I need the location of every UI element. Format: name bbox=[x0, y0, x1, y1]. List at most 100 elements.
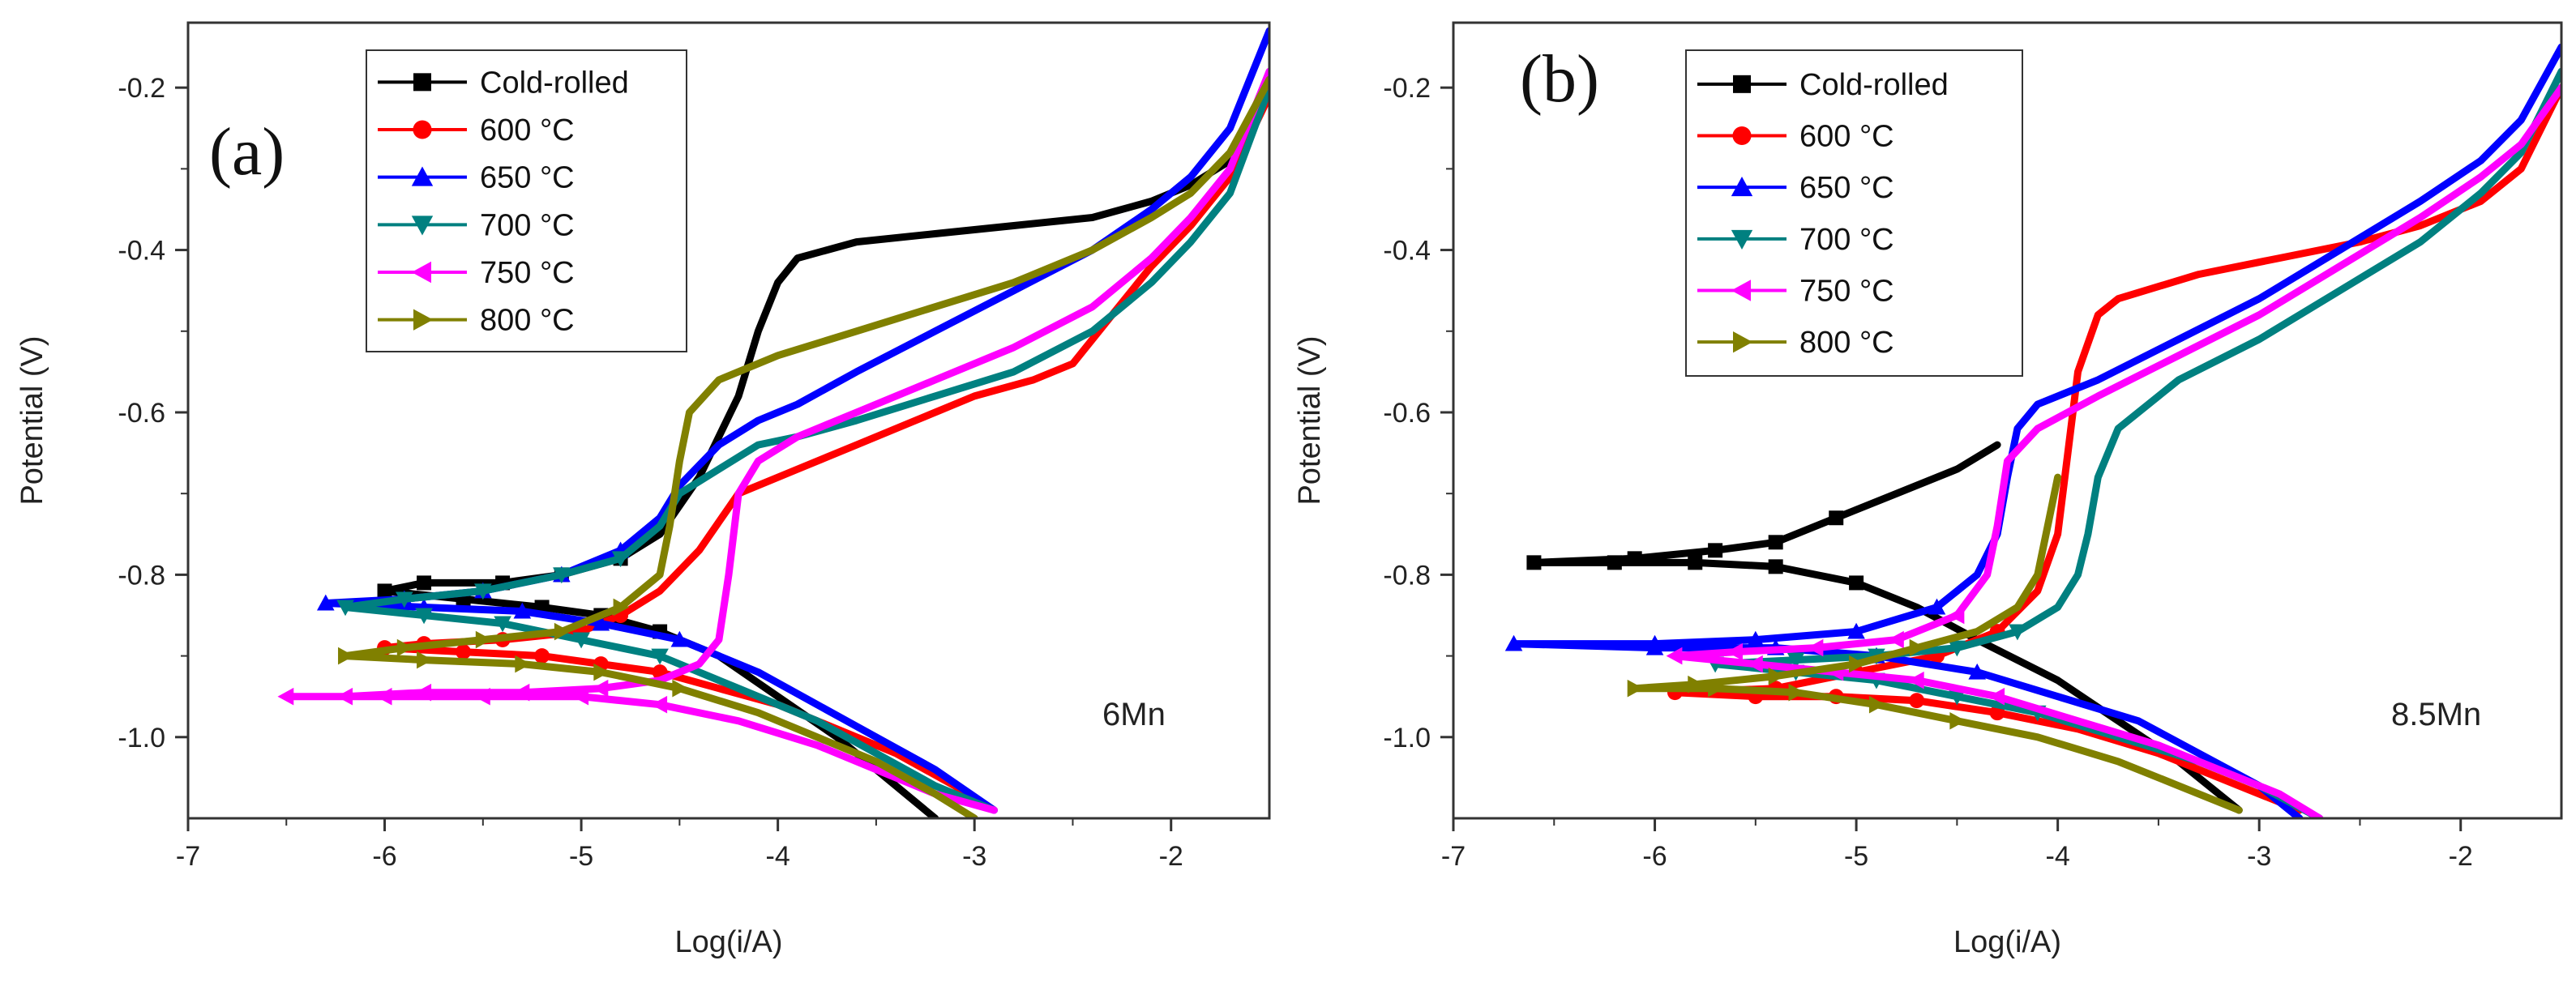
series-marker-5-6 bbox=[1849, 655, 1865, 673]
legend-marker-3 bbox=[1731, 229, 1753, 250]
series-marker-0-11 bbox=[1849, 575, 1864, 591]
series-marker-5-8 bbox=[1688, 675, 1705, 694]
series-marker-4-18 bbox=[336, 687, 353, 706]
series-marker-4-22 bbox=[572, 687, 589, 706]
x-tick-label: -7 bbox=[176, 841, 200, 872]
x-tick-label: -3 bbox=[962, 841, 986, 872]
legend-marker-3 bbox=[411, 216, 434, 236]
series-marker-3-15 bbox=[1787, 652, 1805, 669]
x-tick-label: -6 bbox=[1642, 841, 1667, 872]
legend-label-2: 650 °C bbox=[480, 161, 575, 195]
y-tick-label: -0.8 bbox=[118, 560, 165, 591]
series-marker-5-5 bbox=[1909, 638, 1926, 657]
series-marker-5-13 bbox=[1949, 711, 1966, 730]
series-line-4 bbox=[282, 67, 1269, 814]
x-tick-label: -5 bbox=[569, 841, 593, 872]
series-marker-3-13 bbox=[1948, 640, 1966, 657]
legend-label-3: 700 °C bbox=[480, 208, 575, 242]
legend-label-2: 650 °C bbox=[1799, 171, 1894, 205]
series-marker-2-15 bbox=[1747, 630, 1765, 647]
y-tick-label: -0.2 bbox=[1383, 73, 1431, 104]
series-marker-4-13 bbox=[1888, 630, 1904, 649]
legend-marker-0 bbox=[413, 73, 431, 92]
legend-marker-5 bbox=[1733, 331, 1753, 353]
panel-label: (a) bbox=[209, 114, 285, 190]
legend-marker-4 bbox=[411, 261, 431, 284]
series-marker-4-15 bbox=[1727, 642, 1743, 661]
series-marker-0-10 bbox=[1768, 559, 1783, 574]
series-marker-2-21 bbox=[670, 630, 689, 647]
series-line-0 bbox=[1530, 441, 2243, 814]
series-marker-3-14 bbox=[553, 567, 571, 584]
legend-label-5: 800 °C bbox=[480, 304, 575, 338]
series-marker-5-7 bbox=[1768, 667, 1785, 685]
series-marker-5-20 bbox=[515, 655, 532, 673]
series-marker-3-13 bbox=[611, 551, 630, 568]
series-marker-0-8 bbox=[1607, 555, 1622, 570]
legend-label-1: 600 °C bbox=[480, 113, 575, 147]
series-marker-4-23 bbox=[651, 695, 668, 714]
legend-label-0: Cold-rolled bbox=[480, 66, 629, 100]
x-tick-label: -5 bbox=[1844, 841, 1868, 872]
legend-marker-5 bbox=[413, 309, 434, 331]
series-marker-0-4 bbox=[1768, 535, 1783, 550]
y-tick-label: -1.0 bbox=[118, 723, 165, 753]
x-tick-label: -2 bbox=[1159, 841, 1183, 872]
legend: Cold-rolled 600 °C 650 °C 700 °C 750 °C 800 °… bbox=[1685, 49, 2023, 377]
series-marker-4-17 bbox=[1747, 655, 1763, 673]
series-marker-3-19 bbox=[494, 616, 511, 633]
series-marker-0-5 bbox=[1708, 543, 1723, 558]
legend-label-4: 750 °C bbox=[480, 256, 575, 290]
series-marker-3-17 bbox=[336, 600, 354, 617]
series-marker-3-20 bbox=[572, 632, 590, 649]
series-marker-4-20 bbox=[375, 687, 392, 706]
series-marker-1-20 bbox=[534, 648, 550, 664]
series-marker-4-17 bbox=[415, 683, 432, 702]
x-tick-label: -4 bbox=[766, 841, 790, 872]
series-marker-5-16 bbox=[475, 630, 492, 649]
series-marker-1-19 bbox=[456, 644, 472, 660]
plot-frame bbox=[1452, 21, 2563, 820]
legend-label-5: 800 °C bbox=[1799, 326, 1894, 360]
panel-a: -7 -6 -5 -4 -3 -2 -1.0 -0.8 -0.6 -0.4 -0.2 Log(i/A)… bbox=[15, 21, 1271, 959]
series-marker-4-16 bbox=[1666, 647, 1683, 665]
series-marker-5-18 bbox=[338, 647, 354, 665]
series-marker-4-14 bbox=[1807, 638, 1824, 657]
legend-marker-0 bbox=[1733, 75, 1751, 93]
series-marker-4-15 bbox=[592, 679, 609, 698]
plot-frame bbox=[186, 21, 1271, 820]
legend-box bbox=[1685, 49, 2023, 377]
series-group bbox=[277, 27, 1269, 818]
y-axis-title: Potential (V) bbox=[15, 335, 49, 505]
legend-label-4: 750 °C bbox=[1799, 275, 1894, 309]
y-tick-label: -0.6 bbox=[1383, 398, 1431, 429]
y-tick-label: -0.8 bbox=[1383, 560, 1431, 591]
x-tick-label: -2 bbox=[2449, 841, 2473, 872]
series-marker-2-17 bbox=[316, 594, 335, 611]
y-tick-label: -0.4 bbox=[1383, 236, 1431, 267]
series-marker-0-6 bbox=[1627, 551, 1642, 566]
legend-label-3: 700 °C bbox=[1799, 223, 1894, 257]
series-marker-2-19 bbox=[513, 602, 532, 619]
y-axis-title: Potential (V) bbox=[1293, 335, 1327, 505]
series-marker-4-12 bbox=[1948, 606, 1965, 625]
panel-b: -7 -6 -5 -4 -3 -2 -1.0 -0.8 -0.6 -0.4 -0.2 Log(i/A)… bbox=[1293, 21, 2563, 959]
series-line-5 bbox=[1631, 473, 2243, 814]
series-marker-2-14 bbox=[1847, 622, 1865, 639]
series-marker-5-12 bbox=[1868, 695, 1885, 714]
series-marker-3-16 bbox=[396, 591, 413, 608]
series-group bbox=[1504, 43, 2561, 818]
series-marker-5-9 bbox=[1627, 679, 1644, 698]
composition-annotation: 8.5Mn bbox=[2391, 697, 2481, 732]
series-marker-1-20 bbox=[1909, 693, 1925, 709]
legend-marker-2 bbox=[411, 166, 434, 186]
legend-marker-2 bbox=[1731, 176, 1753, 197]
series-marker-2-17 bbox=[1504, 634, 1523, 651]
series-marker-3-15 bbox=[474, 583, 492, 600]
legend-box bbox=[366, 49, 687, 352]
series-marker-2-18 bbox=[1645, 638, 1664, 655]
series-line-4 bbox=[1671, 83, 2561, 818]
series-marker-5-15 bbox=[554, 622, 571, 641]
series-marker-4-19 bbox=[1907, 671, 1924, 689]
legend-marker-4 bbox=[1731, 280, 1751, 301]
